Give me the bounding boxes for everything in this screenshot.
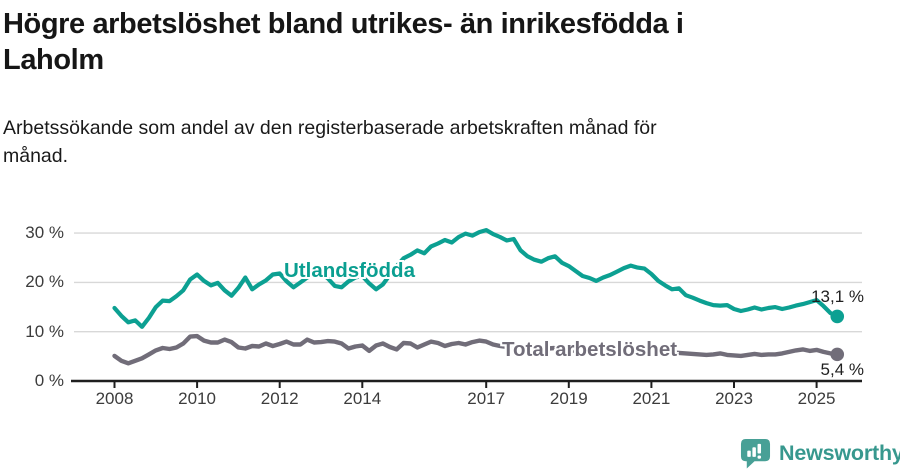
page-title-line1: Högre arbetslöshet bland utrikes- än inr… [3,8,684,40]
y-tick-label-0: 0 % [34,371,64,390]
brand-name: Newsworthy [779,441,900,465]
series-label-utlandsfodda: Utlandsfödda [284,259,415,282]
chart-subtitle-line1: Arbetssökande som andel av den registerb… [3,117,657,139]
newsworthy-branding: Newsworthy [740,437,900,470]
x-tick-label-2023: 2023 [715,389,753,408]
page-title-line2: Laholm [3,44,104,76]
x-tick-label-2021: 2021 [632,389,671,408]
chart-speech-bubble-icon [740,438,771,469]
end-value-label-utlandsfodda: 13,1 % [811,287,864,306]
series-label-total-arbetsloshet: Total arbetslöshet [502,338,678,361]
series-end-dot-utlandsfodda [830,309,845,324]
series-end-dot-total [830,347,845,362]
y-tick-label-30: 30 % [25,223,64,243]
x-tick-label-2012: 2012 [260,389,299,408]
y-tick-label-20: 20 % [25,272,64,292]
x-tick-label-2017: 2017 [467,389,506,408]
series-line-utlandsfodda [112,228,840,329]
chart-subtitle: Arbetssökande som andel av den registerb… [3,114,823,170]
x-tick-label-2010: 2010 [178,389,216,408]
x-tick-label-2025: 2025 [797,389,836,408]
page-title: Högre arbetslöshet bland utrikes- än inr… [3,6,883,78]
x-tick-label-2019: 2019 [549,389,588,408]
end-value-label-total: 5,4 % [820,360,864,379]
chart-subtitle-line2: månad. [3,145,69,167]
x-tick-label-2014: 2014 [343,389,382,408]
y-tick-label-10: 10 % [25,321,64,341]
x-tick-label-2008: 2008 [95,389,134,408]
series-line-total [112,333,840,366]
